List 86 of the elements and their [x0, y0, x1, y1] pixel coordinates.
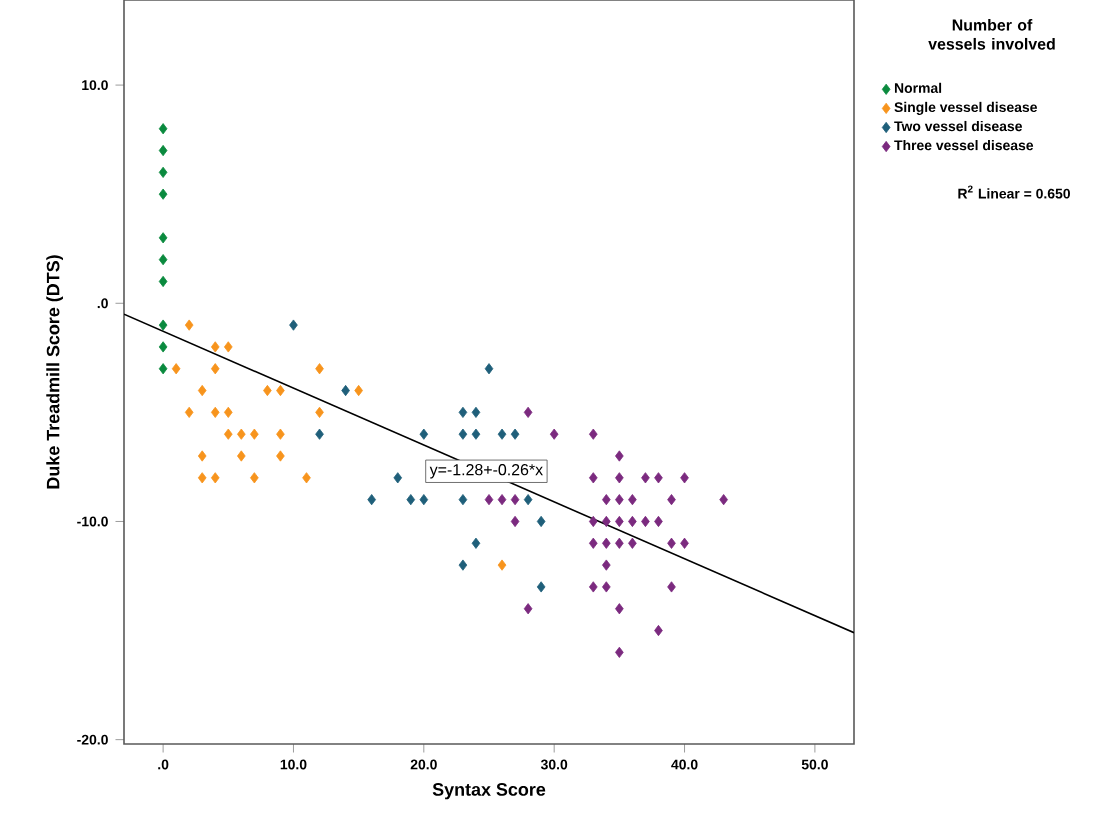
point	[471, 406, 481, 418]
point	[158, 275, 168, 288]
point	[158, 188, 168, 200]
point	[197, 472, 207, 484]
point	[536, 581, 546, 593]
point	[315, 406, 324, 418]
point	[628, 494, 637, 506]
point	[406, 494, 416, 506]
point	[641, 472, 650, 484]
point	[184, 406, 194, 418]
point	[237, 450, 246, 462]
point	[367, 494, 376, 506]
point	[184, 319, 194, 331]
point	[315, 363, 324, 375]
point	[589, 472, 598, 484]
point	[250, 472, 259, 484]
point	[158, 363, 168, 375]
point	[224, 406, 233, 418]
point	[471, 428, 481, 440]
point	[510, 494, 520, 506]
point	[224, 341, 233, 353]
point	[615, 472, 624, 484]
point	[458, 428, 468, 440]
point	[158, 123, 168, 135]
point	[615, 646, 624, 658]
point	[497, 494, 507, 506]
point	[615, 450, 624, 462]
point	[497, 559, 507, 571]
point	[602, 537, 611, 549]
point	[276, 428, 285, 440]
point	[602, 559, 611, 571]
point	[158, 166, 168, 178]
point	[458, 406, 468, 418]
point	[536, 515, 546, 528]
point	[393, 472, 403, 484]
point	[197, 384, 207, 397]
point	[680, 537, 689, 549]
point	[602, 581, 611, 593]
point	[419, 494, 429, 506]
point	[171, 363, 181, 375]
point	[628, 537, 637, 549]
point	[654, 472, 663, 484]
point	[667, 494, 676, 506]
point	[589, 537, 598, 549]
point	[719, 494, 728, 506]
point	[615, 603, 624, 615]
point	[276, 450, 285, 462]
point	[210, 341, 220, 353]
point	[419, 428, 429, 440]
point	[471, 537, 481, 549]
point	[589, 428, 598, 440]
point	[510, 515, 520, 528]
point	[158, 232, 168, 244]
point	[667, 581, 676, 593]
point	[484, 363, 494, 375]
point	[523, 603, 533, 615]
point	[224, 428, 233, 440]
point	[210, 472, 220, 484]
point	[250, 428, 259, 440]
point	[667, 537, 676, 549]
point	[589, 581, 598, 593]
point	[158, 144, 168, 157]
point	[497, 428, 507, 440]
point	[523, 494, 533, 506]
point	[315, 428, 324, 440]
point	[615, 537, 624, 549]
point	[615, 494, 624, 506]
point	[158, 254, 168, 266]
point	[549, 428, 559, 440]
point	[289, 319, 298, 331]
point	[210, 406, 220, 418]
point	[458, 494, 468, 506]
point	[484, 494, 494, 506]
point	[602, 494, 611, 506]
point	[158, 341, 168, 353]
point	[680, 472, 689, 484]
point	[197, 450, 207, 462]
point	[510, 428, 520, 440]
point	[458, 559, 468, 571]
x-axis-title: Syntax Score	[432, 783, 546, 800]
point	[523, 406, 533, 418]
point	[237, 428, 246, 440]
point	[158, 319, 168, 331]
point	[210, 363, 220, 375]
point	[302, 472, 311, 484]
y-axis-title: Duke Treadmill Score (DTS)	[46, 255, 63, 489]
